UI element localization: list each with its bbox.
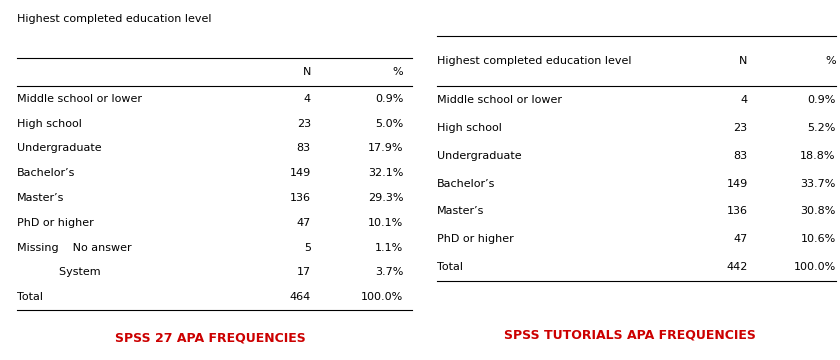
Text: 30.8%: 30.8% <box>801 206 836 216</box>
Text: 83: 83 <box>297 143 311 153</box>
Text: SPSS TUTORIALS APA FREQUENCIES: SPSS TUTORIALS APA FREQUENCIES <box>504 328 756 341</box>
Text: 442: 442 <box>727 262 748 272</box>
Text: 23: 23 <box>733 123 748 133</box>
Text: Middle school or lower: Middle school or lower <box>17 94 142 104</box>
Text: 47: 47 <box>297 218 311 228</box>
Text: 29.3%: 29.3% <box>368 193 403 203</box>
Text: 149: 149 <box>727 179 748 189</box>
Text: 149: 149 <box>290 168 311 178</box>
Text: 100.0%: 100.0% <box>794 262 836 272</box>
Text: 4: 4 <box>304 94 311 104</box>
Text: 17.9%: 17.9% <box>368 143 403 153</box>
Text: High school: High school <box>17 118 81 129</box>
Text: 0.9%: 0.9% <box>375 94 403 104</box>
Text: 33.7%: 33.7% <box>801 179 836 189</box>
Text: Missing    No answer: Missing No answer <box>17 243 131 253</box>
Text: 18.8%: 18.8% <box>801 151 836 161</box>
Text: Highest completed education level: Highest completed education level <box>437 56 632 66</box>
Text: PhD or higher: PhD or higher <box>437 234 513 244</box>
Text: 136: 136 <box>290 193 311 203</box>
Text: 10.1%: 10.1% <box>368 218 403 228</box>
Text: 5.2%: 5.2% <box>807 123 836 133</box>
Text: 32.1%: 32.1% <box>368 168 403 178</box>
Text: Total: Total <box>17 292 43 302</box>
Text: 5: 5 <box>304 243 311 253</box>
Text: N: N <box>302 67 311 77</box>
Text: 100.0%: 100.0% <box>361 292 403 302</box>
Text: SPSS 27 APA FREQUENCIES: SPSS 27 APA FREQUENCIES <box>114 332 306 345</box>
Text: Undergraduate: Undergraduate <box>437 151 522 161</box>
Text: 0.9%: 0.9% <box>807 95 836 105</box>
Text: PhD or higher: PhD or higher <box>17 218 93 228</box>
Text: Master’s: Master’s <box>17 193 64 203</box>
Text: System: System <box>17 267 101 278</box>
Text: 5.0%: 5.0% <box>375 118 403 129</box>
Text: 3.7%: 3.7% <box>375 267 403 278</box>
Text: Bachelor’s: Bachelor’s <box>437 179 495 189</box>
Text: 136: 136 <box>727 206 748 216</box>
Text: %: % <box>392 67 403 77</box>
Text: 10.6%: 10.6% <box>801 234 836 244</box>
Text: 4: 4 <box>741 95 748 105</box>
Text: Undergraduate: Undergraduate <box>17 143 102 153</box>
Text: 17: 17 <box>297 267 311 278</box>
Text: 23: 23 <box>297 118 311 129</box>
Text: 83: 83 <box>733 151 748 161</box>
Text: Middle school or lower: Middle school or lower <box>437 95 562 105</box>
Text: Master’s: Master’s <box>437 206 484 216</box>
Text: Total: Total <box>437 262 463 272</box>
Text: Bachelor’s: Bachelor’s <box>17 168 75 178</box>
Text: N: N <box>739 56 748 66</box>
Text: 1.1%: 1.1% <box>375 243 403 253</box>
Text: Highest completed education level: Highest completed education level <box>17 14 212 24</box>
Text: %: % <box>825 56 836 66</box>
Text: 47: 47 <box>733 234 748 244</box>
Text: High school: High school <box>437 123 501 133</box>
Text: 464: 464 <box>290 292 311 302</box>
